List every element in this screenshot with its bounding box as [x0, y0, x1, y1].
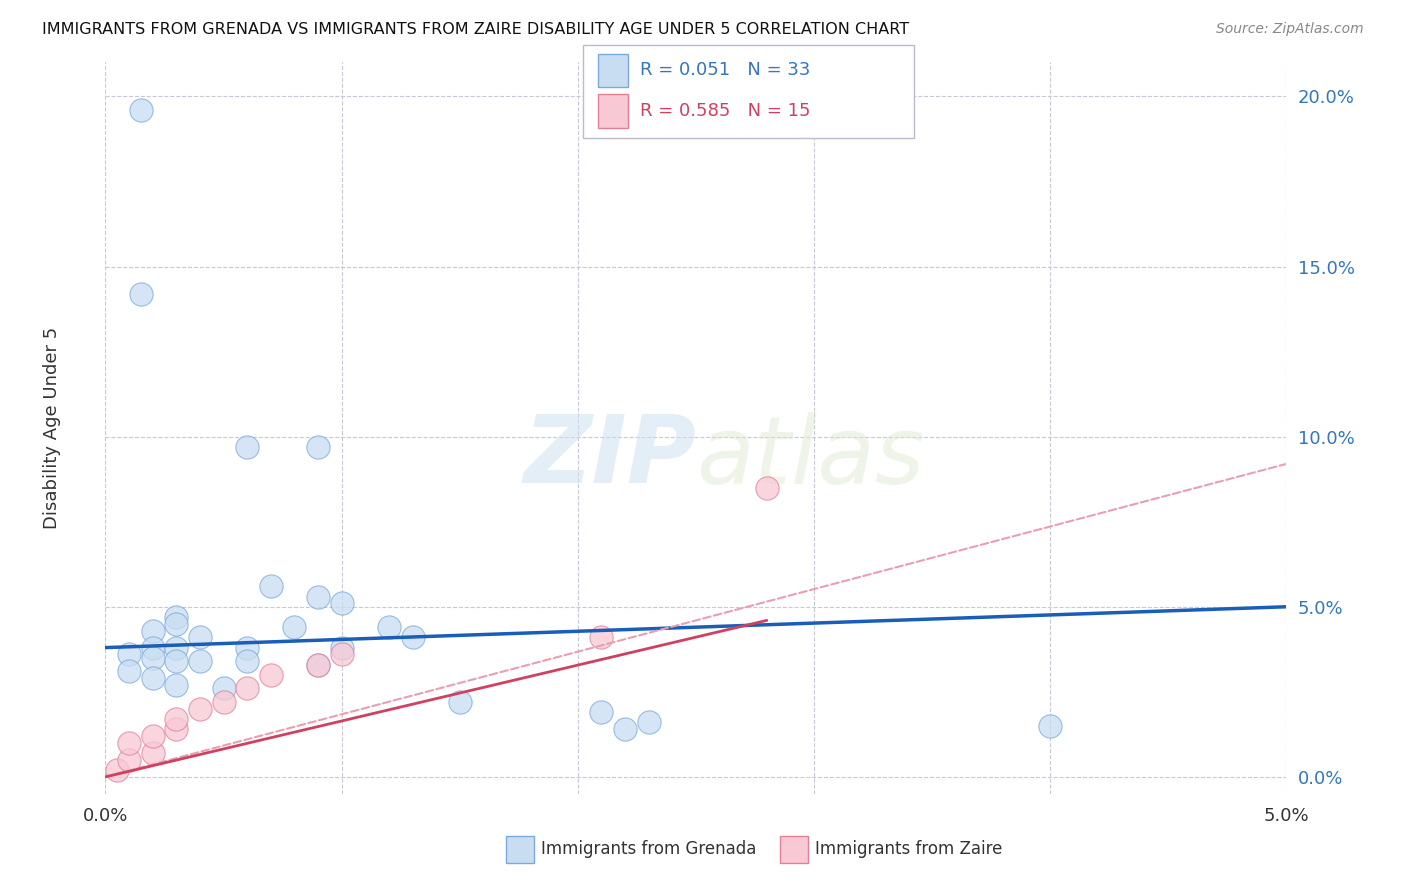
Point — [105, 763, 128, 777]
Text: R = 0.585   N = 15: R = 0.585 N = 15 — [640, 102, 810, 120]
Point — [236, 440, 259, 454]
Point — [165, 616, 187, 631]
Point — [212, 695, 235, 709]
Text: 5.0%: 5.0% — [1264, 807, 1309, 825]
Point — [142, 624, 165, 638]
Point — [378, 620, 401, 634]
Point — [142, 746, 165, 760]
Point — [1039, 719, 1062, 733]
Point — [165, 654, 187, 668]
Point — [188, 702, 211, 716]
Point — [165, 678, 187, 692]
Text: atlas: atlas — [696, 412, 924, 503]
Point — [142, 640, 165, 655]
Text: IMMIGRANTS FROM GRENADA VS IMMIGRANTS FROM ZAIRE DISABILITY AGE UNDER 5 CORRELAT: IMMIGRANTS FROM GRENADA VS IMMIGRANTS FR… — [42, 22, 910, 37]
Point — [260, 579, 283, 593]
Point — [118, 665, 141, 679]
Point — [401, 631, 423, 645]
Point — [142, 671, 165, 685]
Point — [591, 705, 613, 719]
Point — [165, 712, 187, 726]
Point — [142, 650, 165, 665]
Text: Source: ZipAtlas.com: Source: ZipAtlas.com — [1216, 22, 1364, 37]
Point — [307, 657, 329, 672]
Point — [260, 668, 283, 682]
Point — [212, 681, 235, 696]
Point — [307, 590, 329, 604]
Point — [614, 723, 637, 737]
Point — [118, 736, 141, 750]
Text: 0.0%: 0.0% — [83, 807, 128, 825]
Point — [129, 286, 152, 301]
Point — [129, 103, 152, 117]
Point — [330, 648, 353, 662]
Point — [118, 648, 141, 662]
Point — [637, 715, 659, 730]
Point — [236, 654, 259, 668]
Point — [142, 729, 165, 743]
Point — [591, 631, 613, 645]
Point — [307, 440, 329, 454]
Point — [118, 753, 141, 767]
Point — [307, 657, 329, 672]
Point — [188, 654, 211, 668]
Text: Immigrants from Zaire: Immigrants from Zaire — [815, 840, 1002, 858]
Text: Disability Age Under 5: Disability Age Under 5 — [44, 327, 62, 529]
Point — [236, 681, 259, 696]
Point — [755, 481, 778, 495]
Point — [165, 640, 187, 655]
Point — [165, 610, 187, 624]
Point — [165, 723, 187, 737]
Text: Immigrants from Grenada: Immigrants from Grenada — [541, 840, 756, 858]
Point — [330, 640, 353, 655]
Point — [283, 620, 305, 634]
Point — [449, 695, 471, 709]
Text: ZIP: ZIP — [523, 411, 696, 503]
Point — [236, 640, 259, 655]
Point — [330, 596, 353, 610]
Point — [188, 631, 211, 645]
Text: R = 0.051   N = 33: R = 0.051 N = 33 — [640, 62, 810, 79]
